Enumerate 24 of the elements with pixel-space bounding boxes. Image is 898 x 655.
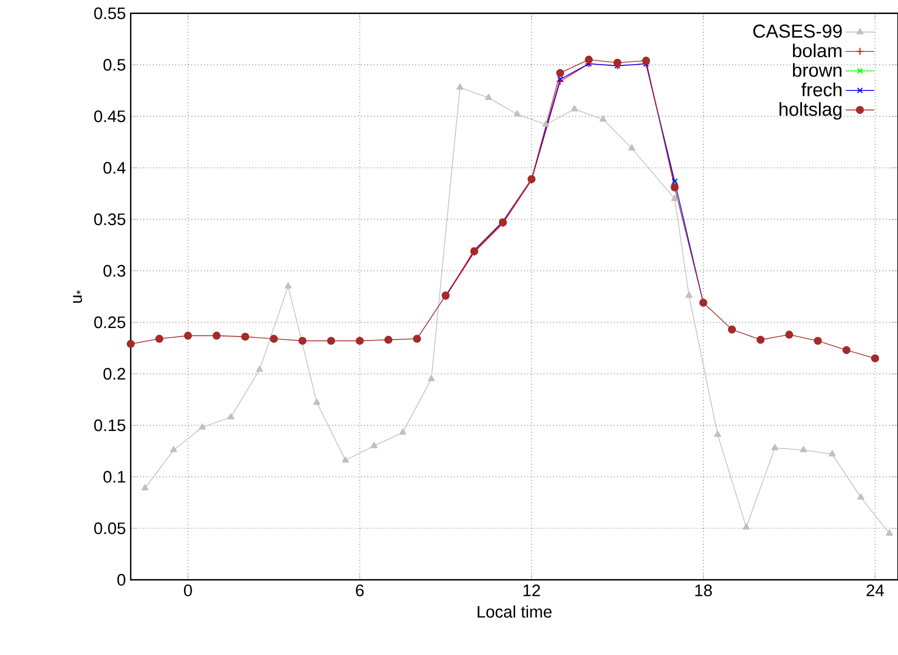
x-tick-label: 6 (356, 584, 364, 596)
y-tick-label: 0.1 (103, 470, 126, 483)
y-tick-label: 0.05 (94, 522, 126, 534)
x-tick-label: 12 (524, 584, 540, 596)
legend-label: holtslag (780, 102, 842, 120)
legend-label: brown (793, 63, 842, 77)
y-tick-label: 0.5 (103, 58, 126, 71)
x-tick-label: 18 (695, 584, 712, 596)
x-tick-label: 24 (866, 584, 884, 596)
y-tick-label: 0.45 (94, 110, 126, 122)
y-tick-label: 0.4 (103, 162, 126, 174)
legend-label: bolam (793, 44, 842, 58)
y-tick-label: 0.25 (94, 316, 126, 328)
y-tick-label: 0.15 (94, 419, 126, 432)
legend-label: CASES-99 (753, 24, 842, 38)
y-tick-label: 0.35 (94, 213, 126, 226)
legend-label: frech (801, 82, 842, 96)
y-tick-label: 0 (117, 574, 126, 586)
x-axis-title: Local time (478, 605, 552, 618)
y-tick-label: 0.2 (103, 368, 126, 380)
y-axis-title: u$_{*}$ (73, 290, 82, 303)
y-tick-label: 0.55 (94, 7, 126, 20)
y-tick-label: 0.3 (103, 264, 126, 277)
x-tick-label: 0 (184, 584, 192, 596)
